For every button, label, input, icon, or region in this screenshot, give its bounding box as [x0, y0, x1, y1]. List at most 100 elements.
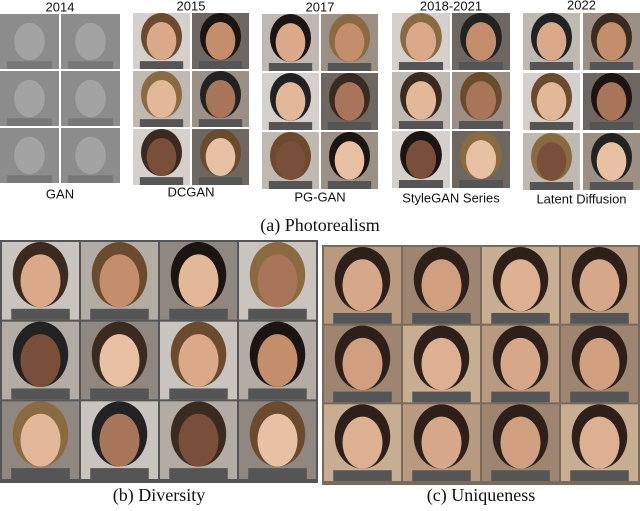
face-images [0, 12, 640, 485]
shoulders [248, 308, 307, 320]
year-label: 2017 [306, 0, 335, 14]
shoulders [198, 119, 243, 127]
shoulders [68, 118, 113, 126]
shoulders [169, 388, 228, 400]
face [500, 259, 541, 312]
face [257, 413, 298, 467]
shoulders [198, 61, 243, 69]
shoulders [570, 391, 629, 403]
shoulders [491, 391, 550, 403]
shoulders [68, 61, 113, 69]
shoulders [412, 470, 471, 481]
shoulders [529, 182, 574, 190]
shoulders [7, 175, 52, 183]
face [596, 82, 627, 121]
shoulders [529, 122, 574, 130]
face [20, 334, 61, 387]
face [536, 22, 567, 61]
face [205, 21, 236, 61]
face [500, 337, 541, 391]
shoulders [333, 470, 392, 481]
model-label: GAN [46, 186, 74, 201]
face [146, 21, 177, 61]
face [99, 334, 140, 387]
face [536, 142, 567, 181]
face [342, 337, 383, 391]
shoulders [589, 182, 634, 190]
face [596, 142, 627, 181]
face [405, 22, 437, 61]
face [579, 416, 620, 469]
face [465, 81, 497, 120]
model-label: StyleGAN Series [402, 190, 500, 205]
shoulders [68, 175, 113, 183]
face [579, 337, 620, 391]
face [500, 416, 541, 469]
model-label: PG-GAN [294, 189, 345, 204]
face [405, 140, 437, 179]
face [421, 337, 462, 391]
year-label: 2015 [177, 0, 206, 13]
face [342, 416, 383, 469]
shoulders [248, 388, 307, 400]
shoulders [11, 308, 70, 320]
face [405, 81, 437, 120]
shoulders [327, 63, 372, 71]
face [178, 254, 219, 308]
face [334, 141, 365, 180]
shoulders [90, 388, 149, 400]
shoulders [570, 312, 629, 324]
shoulders [589, 122, 634, 130]
caption: (b) Diversity [113, 485, 205, 506]
face [275, 23, 306, 62]
face [334, 23, 365, 62]
shoulders [169, 308, 228, 320]
face [205, 79, 236, 119]
shoulders [7, 61, 52, 69]
face [178, 334, 219, 387]
face [146, 79, 177, 119]
face [275, 141, 306, 180]
face [257, 254, 298, 308]
face [465, 22, 497, 61]
face [334, 82, 365, 121]
year-label: 2022 [567, 0, 596, 12]
shoulders [139, 61, 184, 69]
shoulders [139, 119, 184, 127]
face [75, 79, 106, 118]
shoulders [333, 391, 392, 403]
shoulders [458, 121, 504, 129]
shoulders [458, 62, 504, 70]
shoulders [90, 308, 149, 320]
model-label: Latent Diffusion [536, 191, 626, 206]
caption: (a) Photorealism [260, 215, 379, 236]
shoulders [248, 468, 307, 479]
shoulders [398, 121, 444, 129]
shoulders [491, 312, 550, 324]
face [465, 140, 497, 179]
face [579, 259, 620, 312]
shoulders [7, 118, 52, 126]
shoulders [268, 181, 313, 189]
face [536, 82, 567, 121]
shoulders [327, 181, 372, 189]
face [14, 79, 45, 118]
face [275, 82, 306, 121]
shoulders [458, 180, 504, 188]
shoulders [491, 470, 550, 481]
face [596, 22, 627, 61]
shoulders [327, 122, 372, 130]
shoulders [412, 391, 471, 403]
face [421, 259, 462, 312]
shoulders [11, 468, 70, 479]
shoulders [529, 62, 574, 70]
model-label: DCGAN [168, 184, 215, 199]
year-label: 2018-2021 [420, 0, 482, 13]
shoulders [90, 468, 149, 479]
face [178, 413, 219, 467]
face [75, 136, 106, 175]
caption: (c) Uniqueness [427, 485, 535, 506]
face [20, 254, 61, 308]
shoulders [139, 177, 184, 185]
